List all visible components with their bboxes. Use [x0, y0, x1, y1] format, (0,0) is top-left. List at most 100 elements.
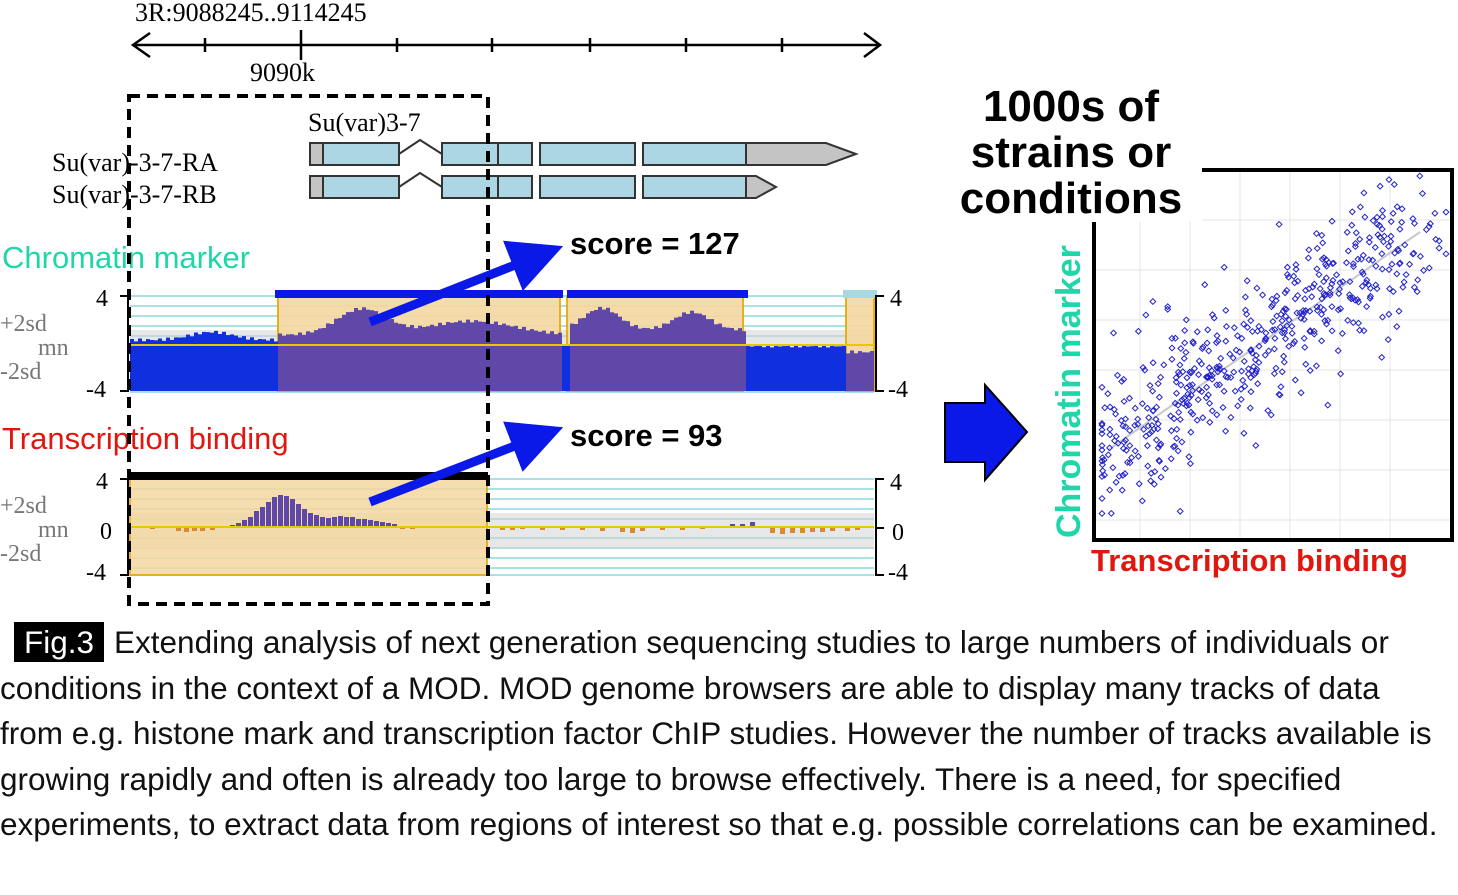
track1-signal-bar	[510, 326, 514, 391]
scatter-point	[1247, 317, 1255, 325]
scatter-point	[1195, 371, 1203, 379]
scatter-point	[1128, 454, 1136, 462]
track1-signal-bar	[806, 346, 810, 391]
scatter-point	[1281, 335, 1290, 343]
track1-signal-bar	[194, 332, 198, 391]
track1-signal-bar	[226, 335, 230, 391]
track1-signal-bar	[610, 312, 614, 391]
track1-signal-bar	[586, 313, 590, 391]
scatter-point	[1275, 220, 1283, 228]
scatter-point	[1255, 322, 1263, 330]
scatter-point	[1185, 401, 1193, 409]
track1-signal-bar	[378, 314, 382, 391]
transcript-ra-label: Su(var)-3-7-RA	[52, 148, 218, 177]
track1-title: Chromatin marker	[2, 240, 250, 275]
scatter-point	[1358, 282, 1366, 290]
scatter-point	[1193, 328, 1201, 336]
track1-signal-bar	[794, 344, 798, 391]
track1-signal-bar	[674, 317, 678, 391]
scatter-point	[1400, 278, 1408, 286]
scatter-point	[1126, 459, 1134, 467]
scatter-point	[1178, 438, 1186, 446]
track1-signal-bar	[202, 331, 206, 391]
track1-signal-bar	[398, 323, 402, 391]
track1-signal-bar	[330, 324, 334, 391]
scatter-point	[1297, 389, 1305, 397]
scatter-point	[1313, 306, 1321, 315]
scatter-point	[1288, 322, 1296, 330]
scatter-point	[1157, 440, 1165, 448]
track2-axis-mn: mn	[38, 517, 69, 543]
scatter-point	[1183, 374, 1191, 382]
track1-signal-bar	[150, 340, 154, 391]
scatter-point	[1372, 262, 1380, 270]
track2-positive-bar	[338, 516, 343, 527]
scatter-point	[1306, 366, 1314, 375]
scatter-point	[1378, 206, 1387, 215]
scatter-point	[1248, 349, 1256, 357]
track1-signal-bar	[798, 347, 802, 391]
track2-negative-bar	[200, 527, 205, 531]
scatter-point	[1230, 368, 1238, 376]
scatter-point	[1378, 353, 1386, 361]
scatter-point	[1442, 208, 1450, 216]
track1-signal-bar	[666, 323, 670, 391]
scatter-point	[1139, 363, 1147, 372]
scatter-point	[1174, 447, 1182, 455]
transcript-ra-model	[309, 138, 859, 166]
track1-signal-bar	[554, 334, 558, 391]
track1-signal-bar	[622, 320, 626, 391]
track1-axis-minus4: -4	[86, 377, 106, 403]
track1-signal-bar	[614, 313, 618, 391]
scatter-point	[1272, 364, 1280, 372]
track1-signal-bar	[598, 306, 602, 391]
scatter-point	[1281, 289, 1289, 297]
track1-axis-mn: mn	[38, 335, 69, 361]
scatter-point	[1120, 375, 1128, 383]
scatter-point	[1226, 350, 1234, 358]
track1-signal-bar	[298, 332, 302, 391]
scatter-point	[1189, 387, 1197, 395]
scatter-point	[1366, 292, 1375, 300]
scatter-point	[1183, 384, 1191, 392]
scatter-point	[1210, 314, 1218, 322]
scatter-point	[1247, 347, 1255, 355]
scatter-point	[1326, 291, 1334, 299]
scatter-point	[1195, 357, 1203, 365]
track1-signal-bar	[766, 344, 770, 391]
scatter-point	[1154, 420, 1162, 428]
track1-signal-bar	[638, 328, 642, 391]
scatter-point	[1121, 415, 1130, 423]
track1-signal-bar	[342, 314, 346, 391]
track1-signal-bar	[658, 327, 662, 391]
transcript-rb-model	[309, 171, 779, 199]
scatter-point	[1203, 383, 1211, 391]
scatter-point	[1149, 359, 1157, 367]
scatter-point	[1375, 221, 1384, 229]
track2-positive-bar	[350, 517, 355, 527]
track2-negative-bar	[192, 527, 197, 531]
scatter-point	[1335, 290, 1343, 298]
scatter-point	[1222, 373, 1230, 381]
scatter-point	[1199, 414, 1207, 422]
track1-signal-bar	[846, 353, 850, 391]
track1-signal-bar	[574, 324, 578, 391]
scatter-point	[1243, 277, 1251, 285]
scatter-point	[1288, 329, 1296, 337]
scatter-point	[1337, 370, 1345, 378]
trend-line	[1107, 231, 1421, 451]
scatter-point	[1118, 377, 1126, 385]
scatter-point	[1318, 337, 1326, 345]
scatter-point	[1109, 464, 1117, 472]
scatter-point	[1328, 327, 1336, 335]
track1-signal-bar	[858, 351, 862, 391]
track1-signal-bar	[730, 328, 734, 391]
track1-signal-bar	[270, 338, 274, 391]
track2-negative-bar	[830, 527, 835, 531]
scatter-point	[1106, 403, 1114, 411]
scatter-point	[1161, 465, 1169, 473]
scatter-point	[1416, 172, 1424, 180]
scatter-point	[1142, 311, 1150, 319]
scatter-point	[1360, 189, 1368, 197]
scatter-point	[1302, 286, 1310, 294]
